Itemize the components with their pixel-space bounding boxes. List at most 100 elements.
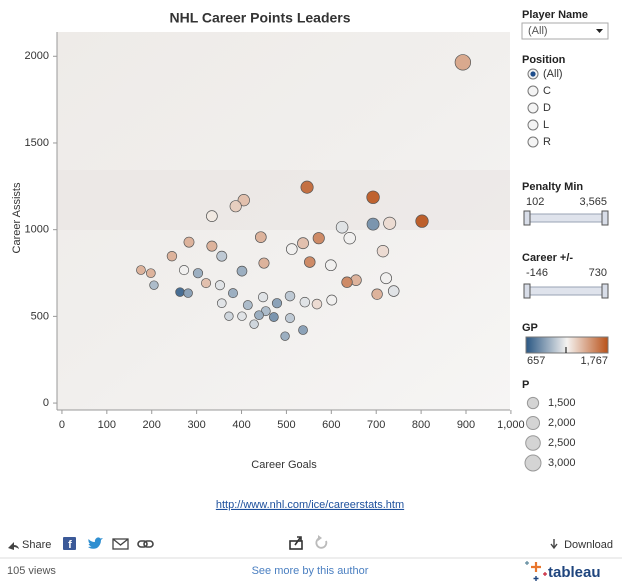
data-point: [206, 240, 218, 252]
data-point: [304, 256, 316, 268]
slider-max: 3,565: [579, 196, 607, 208]
dropdown-value[interactable]: (All): [528, 25, 548, 37]
radio-button[interactable]: [527, 102, 539, 114]
y-tick-label: 1500: [25, 137, 49, 149]
data-point: [300, 180, 314, 194]
dropdown[interactable]: [521, 22, 609, 40]
data-point: [227, 288, 238, 299]
slider-min: 102: [526, 196, 544, 208]
data-point: [192, 268, 204, 279]
mail-flap: [112, 538, 129, 546]
data-point: [249, 319, 259, 329]
x-tick-label: 200: [143, 419, 161, 431]
data-point: [285, 243, 298, 255]
slider-handle[interactable]: [523, 283, 531, 299]
slider-max: 730: [589, 267, 607, 279]
x-axis-label: Career Goals: [251, 459, 317, 471]
y-tick-label: 1000: [25, 224, 49, 236]
data-point: [237, 194, 250, 207]
revert-arrow: [318, 535, 322, 541]
slider-handle[interactable]: [601, 283, 609, 299]
filter-title: Player Name: [522, 9, 588, 21]
chart-title: NHL Career Points Leaders: [169, 10, 350, 26]
radio-label[interactable]: C: [543, 85, 551, 97]
author-link[interactable]: See more by this author: [252, 565, 369, 577]
data-point: [376, 244, 390, 258]
radio-button[interactable]: [527, 85, 539, 97]
size-legend-mark: [525, 435, 541, 451]
data-point: [366, 217, 380, 231]
export-arrow: [294, 536, 302, 546]
source-link[interactable]: http://www.nhl.com/ice/careerstats.htm: [216, 499, 404, 511]
logo-cross: [533, 576, 539, 581]
data-point: [380, 272, 392, 285]
x-tick-label: 900: [457, 419, 475, 431]
size-legend-label: 2,000: [548, 417, 576, 429]
share-button[interactable]: Share: [22, 539, 51, 551]
data-point: [175, 287, 185, 297]
data-point: [216, 250, 228, 262]
size-legend-mark: [525, 415, 541, 431]
revert-icon[interactable]: [315, 537, 328, 549]
filter-title: Career +/-: [522, 252, 573, 264]
facebook-icon[interactable]: [63, 537, 76, 550]
radio-button[interactable]: [527, 119, 539, 131]
logo-cross: [543, 572, 547, 576]
x-tick-label: 800: [412, 419, 430, 431]
data-point: [255, 231, 267, 243]
data-point: [236, 265, 248, 277]
mail-icon[interactable]: [112, 538, 129, 550]
y-tick-label: 2000: [25, 50, 49, 62]
logo-cross: [525, 561, 529, 565]
legend-title: P: [522, 379, 529, 391]
size-legend-mark: [524, 454, 542, 472]
data-point: [454, 54, 472, 71]
photo-band: [57, 170, 510, 230]
slider-track[interactable]: [525, 213, 609, 223]
share-icon[interactable]: [8, 542, 19, 550]
download-button[interactable]: Download: [564, 539, 613, 551]
data-point: [214, 280, 226, 291]
download-icon[interactable]: [550, 539, 558, 550]
size-legend-label: 2,500: [548, 437, 576, 449]
color-ramp: [525, 336, 609, 354]
data-point: [242, 300, 253, 311]
y-tick-label: 0: [43, 397, 49, 409]
y-axis-label: Career Assists: [11, 182, 23, 253]
x-tick-label: 300: [187, 419, 205, 431]
size-legend-label: 1,500: [548, 397, 576, 409]
slider-track[interactable]: [525, 286, 609, 296]
twitter-icon[interactable]: [88, 537, 103, 549]
data-point: [383, 216, 397, 230]
data-point: [312, 232, 325, 245]
radio-button[interactable]: [527, 136, 539, 148]
data-point: [145, 268, 156, 279]
data-point: [254, 310, 264, 320]
brand-name[interactable]: tableau: [548, 564, 601, 581]
radio-label[interactable]: (All): [543, 68, 563, 80]
y-tick-label: 500: [31, 310, 49, 322]
slider-handle[interactable]: [601, 210, 609, 226]
x-tick-label: 1,000: [497, 419, 525, 431]
link-icon[interactable]: [137, 540, 148, 548]
export-icon[interactable]: [289, 540, 303, 550]
data-point: [297, 237, 309, 250]
data-point: [311, 298, 323, 310]
data-point: [299, 296, 311, 308]
color-legend-min: 657: [527, 355, 545, 367]
link-icon-part: [143, 540, 154, 548]
radio-dot: [530, 71, 536, 77]
filter-title: Penalty Min: [522, 181, 583, 193]
radio-label[interactable]: R: [543, 136, 551, 148]
data-point: [183, 288, 193, 298]
data-point: [201, 278, 212, 289]
slider-min: -146: [526, 267, 548, 279]
logo-cross: [531, 562, 541, 572]
data-point: [166, 251, 178, 262]
radio-label[interactable]: D: [543, 102, 551, 114]
data-point: [136, 265, 146, 275]
radio-label[interactable]: L: [543, 119, 549, 131]
filter-title: Position: [522, 54, 566, 66]
slider-handle[interactable]: [523, 210, 531, 226]
tableau-logo[interactable]: [525, 561, 547, 581]
